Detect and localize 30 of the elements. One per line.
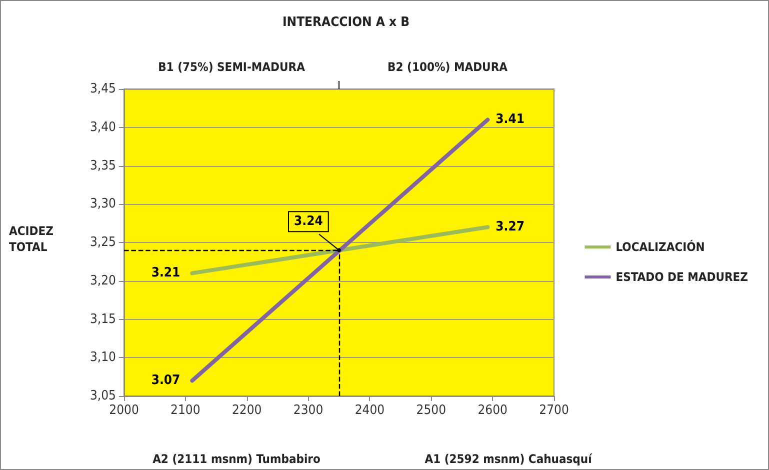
data-label: 3.07 xyxy=(151,373,180,388)
legend-label: LOCALIZACIÓN xyxy=(616,239,705,254)
annotation: 3.24 xyxy=(294,214,323,230)
x-tick-label: 2500 xyxy=(416,403,446,418)
y-tick-label: 3,15 xyxy=(90,312,116,327)
text: A2 (2111 msnm) Tumbabiro xyxy=(152,452,320,466)
y-tick-label: 3,05 xyxy=(90,388,116,404)
text: A1 (2592 msnm) Cahuasquí xyxy=(424,452,594,466)
y-tick-label: 3,40 xyxy=(90,120,116,135)
x-tick-label: 2400 xyxy=(354,403,385,418)
y-axis-title: ACIDEZ TOTAL xyxy=(9,224,58,254)
y-tick-label: 3,10 xyxy=(90,350,116,366)
x-tick-label: 2300 xyxy=(293,403,324,418)
text: B2 (100%) MADURA xyxy=(388,60,508,74)
x-tick-label: 2000 xyxy=(109,403,139,418)
text: B1 (75%) SEMI-MADURA xyxy=(158,60,306,74)
data-label: 3.27 xyxy=(496,220,525,235)
y-tick-label: 3,25 xyxy=(90,235,116,250)
x-tick-label: 2200 xyxy=(232,403,262,418)
x-tick-label: 2100 xyxy=(170,403,200,418)
chart-title: INTERACCION A x B xyxy=(282,15,410,30)
y-tick-label: 3,20 xyxy=(90,273,116,288)
x-tick-label: 2700 xyxy=(539,403,569,418)
y-tick-label: 3,35 xyxy=(90,158,116,174)
x-tick-label: 2600 xyxy=(478,403,508,418)
legend-label: ESTADO DE MADUREZ xyxy=(616,270,748,284)
data-label: 3.21 xyxy=(151,266,180,281)
y-tick-label: 3,45 xyxy=(90,82,116,96)
y-tick-label: 3,30 xyxy=(90,196,116,212)
data-label: 3.41 xyxy=(496,112,525,128)
